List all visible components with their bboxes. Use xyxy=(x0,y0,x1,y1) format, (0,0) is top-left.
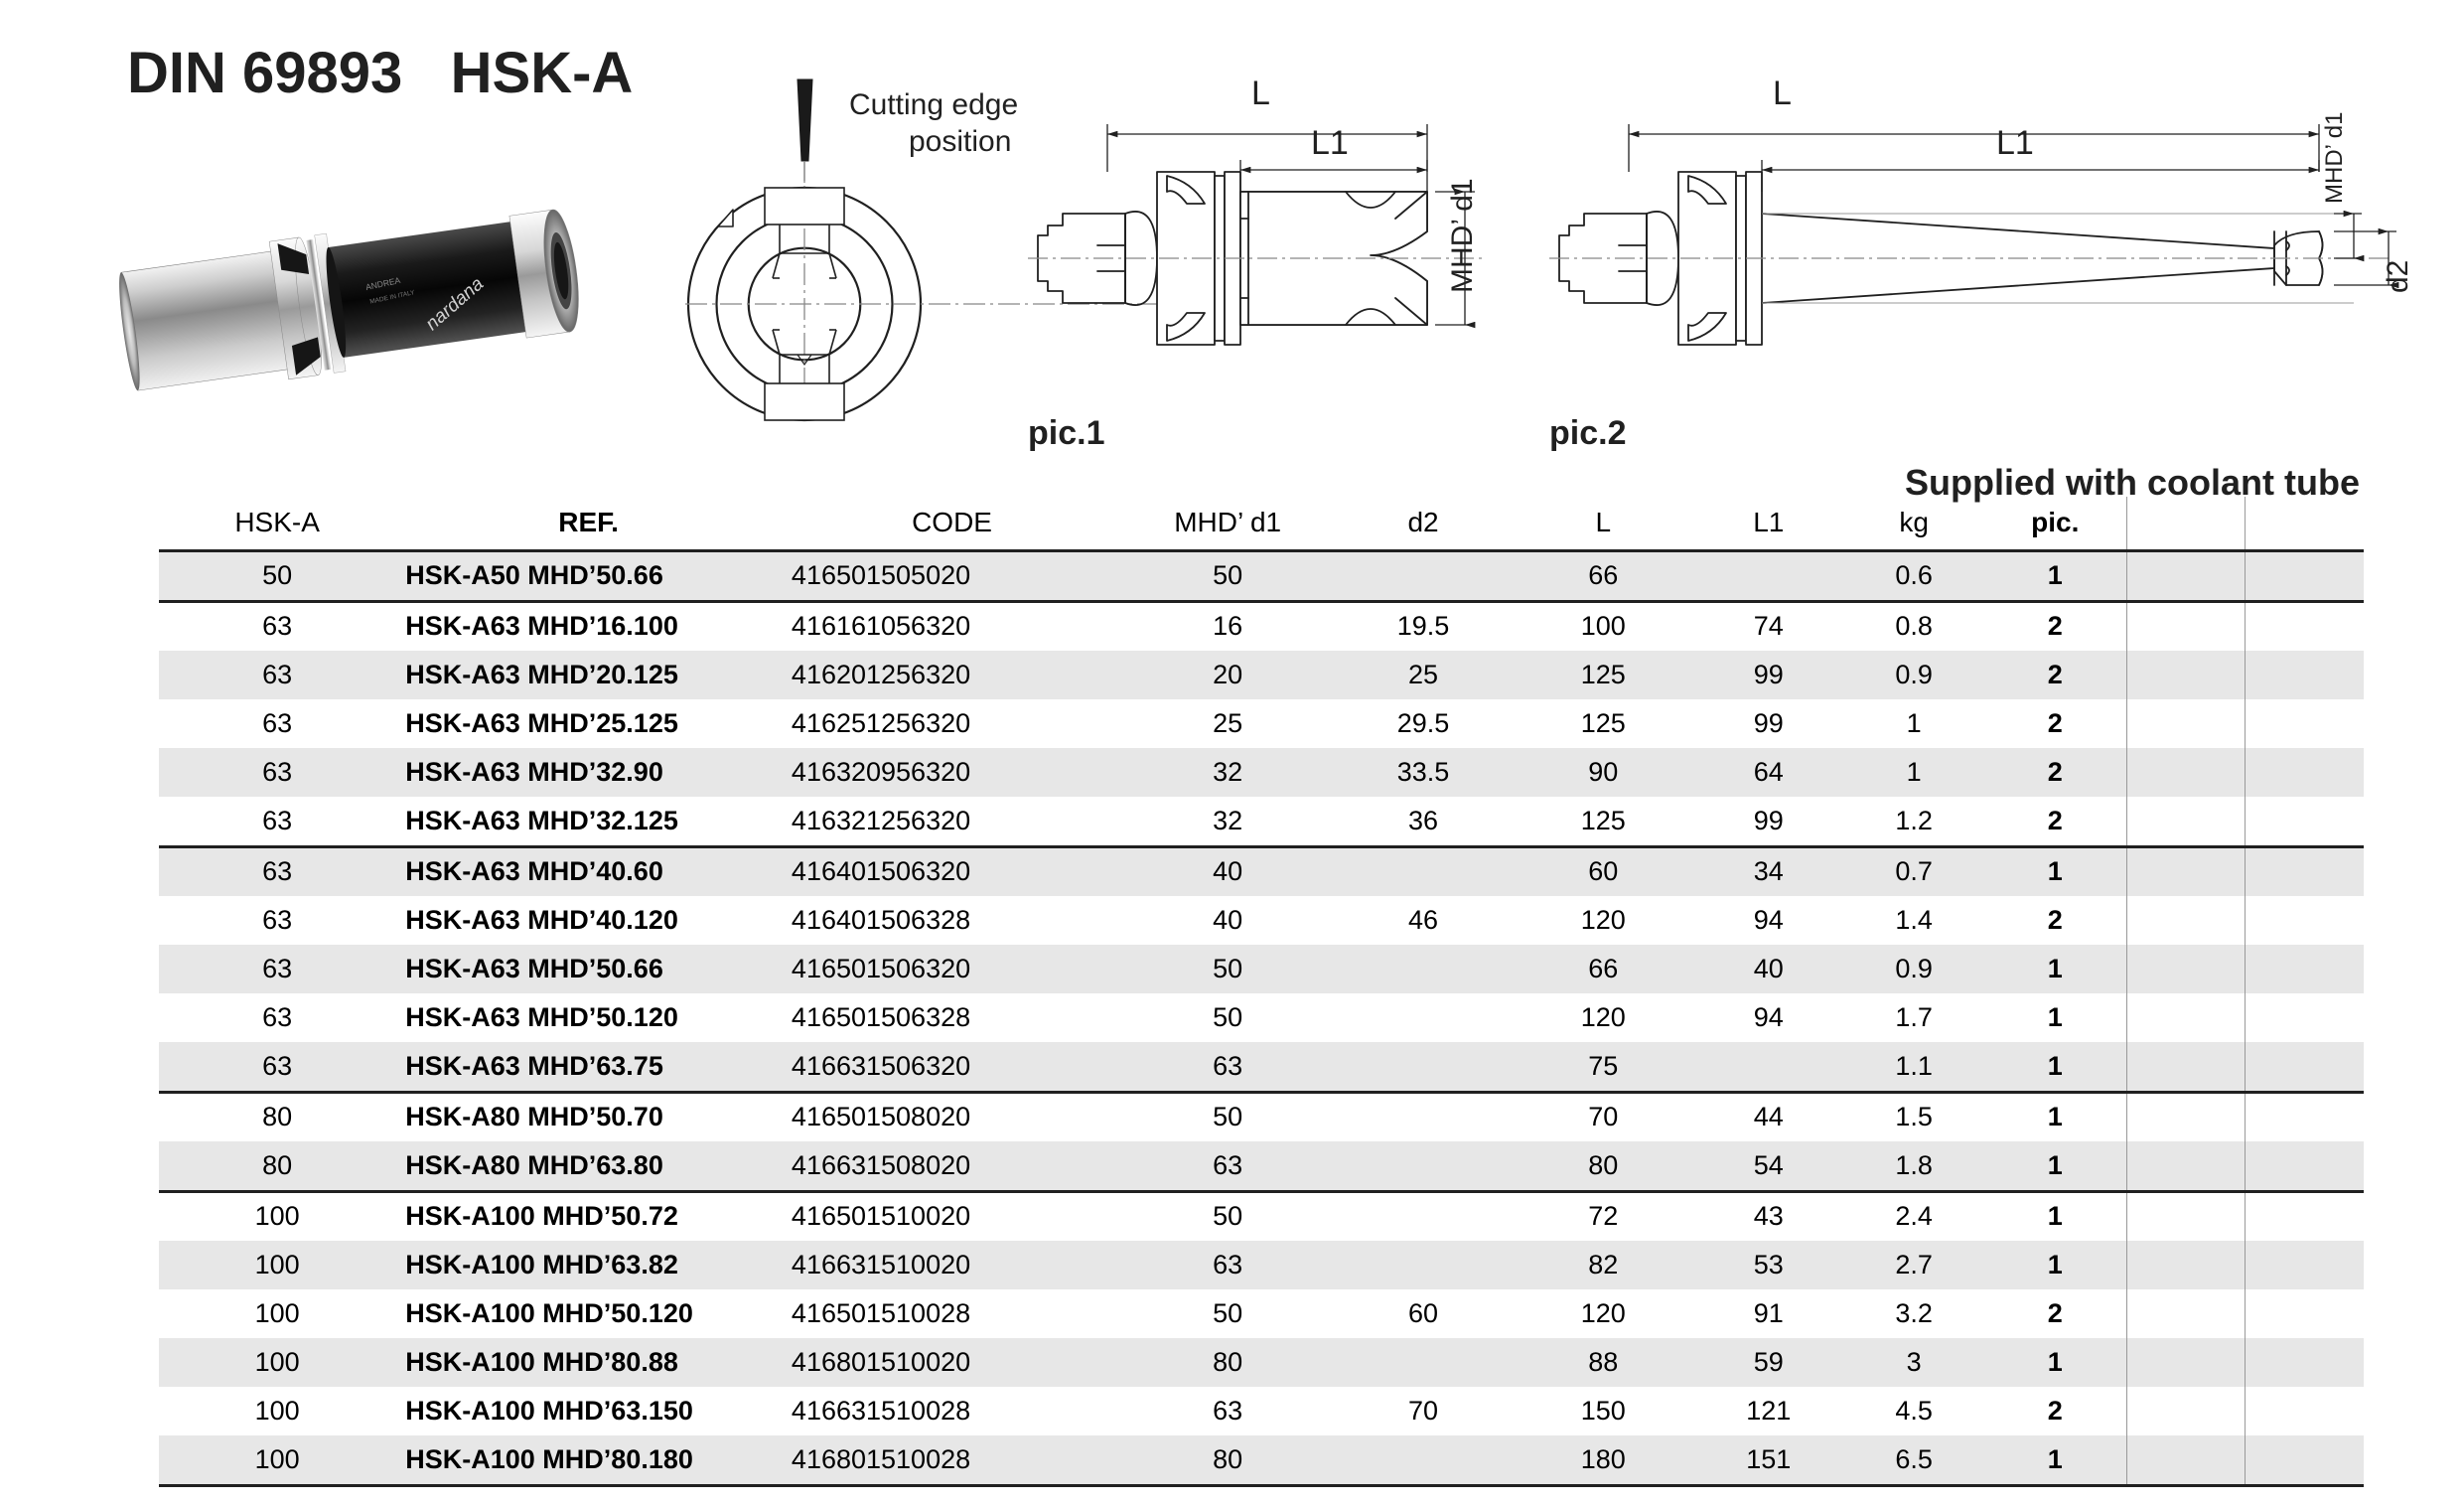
svg-text:L1: L1 xyxy=(1311,124,1349,162)
svg-text:L: L xyxy=(1251,75,1270,112)
svg-text:MHD’ d1: MHD’ d1 xyxy=(1446,178,1479,293)
svg-text:d2: d2 xyxy=(2382,260,2414,293)
svg-text:pic.1: pic.1 xyxy=(1028,414,1104,452)
svg-text:L: L xyxy=(1773,75,1792,112)
svg-text:position: position xyxy=(909,125,1011,158)
svg-text:pic.2: pic.2 xyxy=(1549,414,1626,452)
svg-text:Cutting edge: Cutting edge xyxy=(849,88,1018,121)
svg-text:MHD’ d1: MHD’ d1 xyxy=(2321,112,2348,204)
svg-text:L1: L1 xyxy=(1996,124,2034,162)
